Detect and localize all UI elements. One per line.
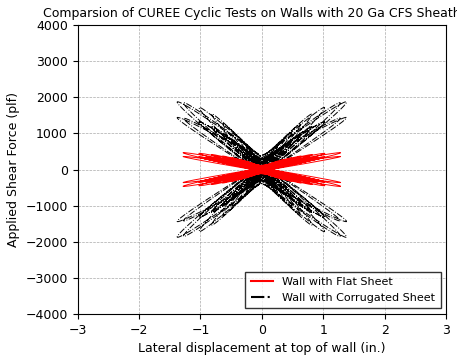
X-axis label: Lateral displacement at top of wall (in.): Lateral displacement at top of wall (in.… (138, 342, 386, 355)
Title: Comparsion of CUREE Cyclic Tests on Walls with 20 Ga CFS Sheathing: Comparsion of CUREE Cyclic Tests on Wall… (43, 7, 457, 20)
Legend: Wall with Flat Sheet, Wall with Corrugated Sheet: Wall with Flat Sheet, Wall with Corrugat… (245, 272, 441, 308)
Y-axis label: Applied Shear Force (plf): Applied Shear Force (plf) (7, 92, 20, 247)
